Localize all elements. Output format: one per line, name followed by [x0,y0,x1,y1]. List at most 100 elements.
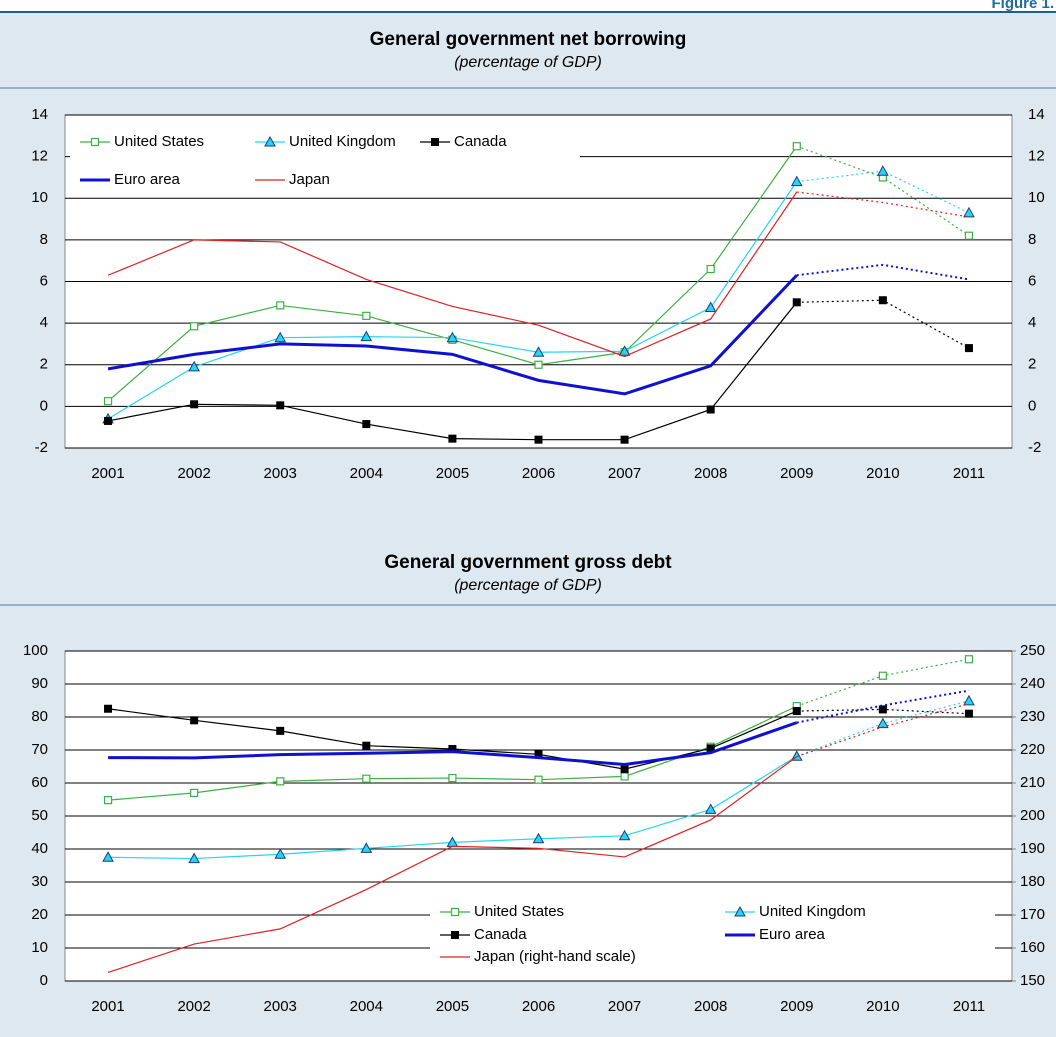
chart-subtitle: (percentage of GDP) [454,577,602,594]
legend-label: Canada [454,133,507,150]
legend-label: United States [114,133,204,150]
y2-tick-label: 8 [1028,231,1036,248]
data-point [620,435,629,444]
legend-label: Euro area [114,171,181,188]
y2-tick-label: 2 [1028,356,1036,373]
legend-marker [90,137,100,147]
x-tick-label: 2003 [264,998,297,1015]
data-point [878,296,887,305]
x-tick-label: 2008 [694,998,727,1015]
legend-label: Japan [289,171,330,188]
data-point [618,345,631,356]
data-point [792,142,801,151]
x-tick-label: 2001 [91,998,124,1015]
x-tick-label: 2011 [953,998,985,1015]
x-tick-label: 2001 [91,465,124,482]
data-point [362,741,371,750]
data-point [790,175,803,187]
legend-marker [451,931,459,939]
legend-marker [264,135,276,147]
data-point [274,848,287,859]
data-point [706,264,715,274]
data-point [532,346,545,357]
legend-marker [450,907,460,917]
data-point [706,405,715,414]
data-point [274,331,287,343]
x-tick-label: 2006 [522,465,555,482]
y2-tick-label: 160 [1020,939,1045,956]
data-point [188,360,200,372]
data-point [276,301,285,310]
data-point [620,772,629,781]
data-point [964,344,973,353]
y2-tick-label: 6 [1028,272,1036,289]
data-point [446,331,459,343]
y-tick-label: 2 [40,356,48,373]
legend-label: United States [474,903,564,920]
legend-label: United Kingdom [289,133,396,150]
data-point [190,716,199,725]
legend-label: Canada [474,926,527,943]
y-tick-label: 6 [40,272,48,289]
data-point [103,397,113,406]
x-tick-label: 2007 [608,998,641,1015]
data-point [276,777,285,786]
y-tick-label: 60 [31,774,48,791]
y2-tick-label: 12 [1028,148,1045,165]
y2-tick-label: 250 [1020,642,1045,659]
data-point [362,311,371,320]
y-tick-label: 100 [23,642,48,659]
data-point [188,852,200,864]
y2-tick-label: 14 [1028,106,1045,123]
legend-label: United Kingdom [759,903,866,920]
x-tick-label: 2010 [866,998,899,1015]
series-line [796,689,970,724]
y2-tick-label: 170 [1020,906,1045,923]
data-point [792,298,801,307]
data-point [448,745,457,754]
data-point [706,744,715,753]
data-point [104,704,113,713]
chart-title: General government net borrowing [370,29,687,50]
y-tick-label: 40 [31,840,48,857]
x-tick-label: 2006 [522,998,555,1015]
chart-subtitle: (percentage of GDP) [454,54,602,71]
data-point [964,709,973,718]
data-point [964,231,974,240]
figure-label: Figure 1. [991,0,1054,12]
y-tick-label: 90 [31,675,48,692]
x-tick-label: 2005 [436,998,469,1015]
chart-title: General government gross debt [384,552,672,573]
y2-tick-label: 0 [1028,397,1036,414]
data-point [362,420,371,429]
y-tick-label: 12 [31,148,48,165]
data-point [360,842,373,853]
data-point [534,750,543,759]
data-point [878,705,887,714]
x-tick-label: 2010 [866,465,899,482]
data-point [102,851,114,862]
data-point [534,360,543,369]
y-tick-label: 8 [40,231,48,248]
data-point [532,832,545,844]
y-tick-label: 10 [31,189,48,206]
x-tick-label: 2005 [436,465,469,482]
legend-marker [734,905,746,917]
x-tick-label: 2008 [694,465,727,482]
y2-tick-label: 4 [1028,314,1036,331]
legend-box [70,125,580,197]
x-tick-label: 2002 [177,998,210,1015]
y2-tick-label: 230 [1020,708,1045,725]
y-tick-label: 0 [40,397,48,414]
y-tick-label: 20 [31,906,48,923]
data-point [190,322,199,331]
y-tick-label: 70 [31,741,48,758]
series-line [108,721,798,767]
data-point [877,165,889,176]
y-tick-label: 14 [31,106,48,123]
data-point [964,655,974,664]
data-point [877,717,889,729]
x-tick-label: 2004 [350,465,383,482]
data-point [190,400,199,409]
y-tick-label: 80 [31,708,48,725]
